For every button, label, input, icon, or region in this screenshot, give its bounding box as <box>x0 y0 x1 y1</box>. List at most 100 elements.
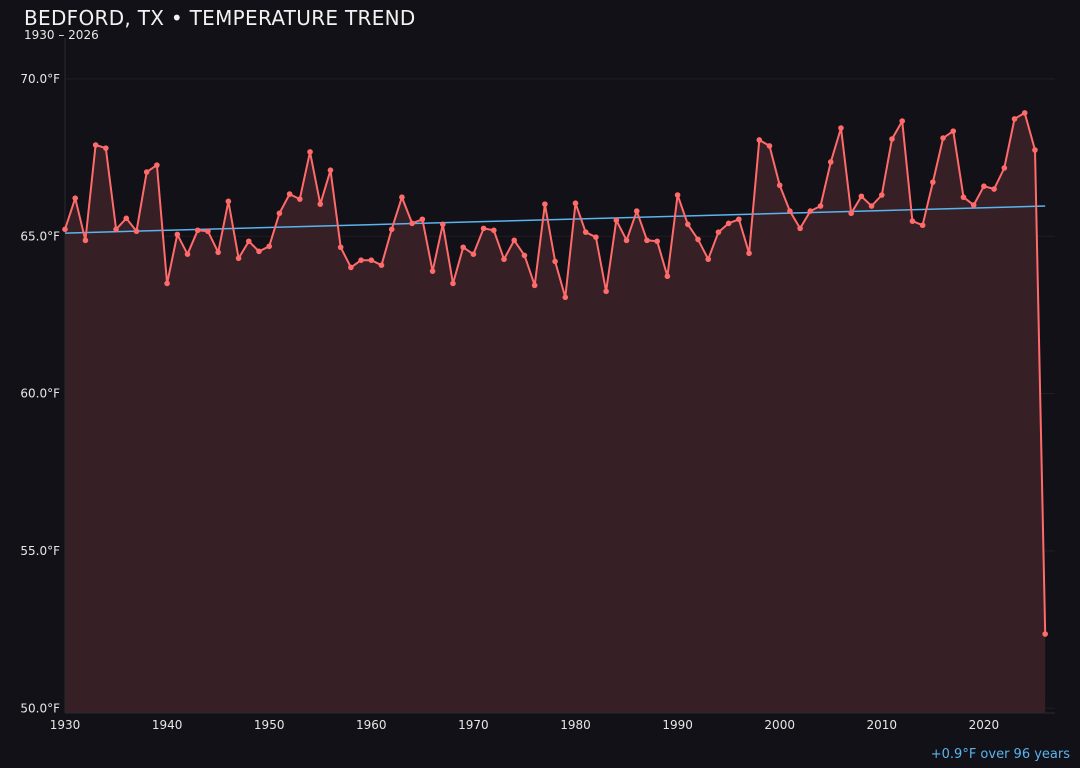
data-point <box>143 169 150 175</box>
data-point <box>695 236 701 243</box>
data-point <box>644 237 650 244</box>
y-axis-ticks: 50.0°F 55.0°F 60.0°F 65.0°F 70.0°F <box>20 72 60 715</box>
data-point <box>307 149 313 155</box>
data-point <box>848 210 854 217</box>
data-point <box>930 179 936 185</box>
x-tick-label: 1970 <box>458 718 489 732</box>
data-point <box>736 216 742 223</box>
data-point <box>501 256 507 263</box>
data-point <box>480 225 487 232</box>
y-tick-label: 70.0°F <box>20 72 60 86</box>
data-point <box>368 257 375 263</box>
data-point <box>194 227 201 234</box>
data-point <box>664 273 671 280</box>
data-point <box>317 201 324 207</box>
data-point <box>225 198 232 205</box>
data-point <box>623 237 630 244</box>
data-point <box>879 192 885 198</box>
data-point <box>970 202 977 208</box>
data-point <box>889 136 895 142</box>
data-point <box>164 280 170 287</box>
data-point <box>715 229 722 235</box>
data-point <box>1042 631 1048 637</box>
data-point <box>940 135 946 141</box>
data-point <box>123 215 130 222</box>
data-point <box>552 258 558 265</box>
data-point <box>868 203 875 209</box>
x-tick-label: 1930 <box>50 718 81 732</box>
data-point <box>633 208 640 214</box>
data-point <box>82 237 89 244</box>
data-point <box>460 244 466 251</box>
chart-title: BEDFORD, TX • TEMPERATURE TREND <box>24 6 416 30</box>
data-point <box>654 238 660 245</box>
data-point <box>919 222 926 229</box>
data-point <box>103 145 109 151</box>
x-tick-label: 1940 <box>152 718 183 732</box>
data-point <box>297 196 303 202</box>
data-point <box>133 228 140 235</box>
data-point <box>817 203 824 209</box>
data-point <box>521 252 528 259</box>
data-point <box>776 182 783 189</box>
data-point <box>827 159 834 165</box>
data-point <box>470 251 477 257</box>
data-point <box>603 288 609 295</box>
data-point <box>797 225 803 232</box>
data-point <box>276 210 283 217</box>
data-point <box>62 226 68 233</box>
y-tick-label: 60.0°F <box>20 387 60 401</box>
data-point <box>572 200 579 207</box>
data-point <box>838 125 844 131</box>
data-point <box>991 186 997 192</box>
data-point <box>235 255 242 262</box>
data-point <box>746 250 752 257</box>
x-tick-label: 2020 <box>969 718 1000 732</box>
data-point <box>266 243 273 250</box>
y-tick-label: 50.0°F <box>20 701 60 715</box>
data-point <box>358 257 364 263</box>
data-point <box>327 167 334 173</box>
data-point <box>337 244 344 251</box>
data-point <box>613 217 620 224</box>
data-point <box>113 226 119 233</box>
data-point <box>450 280 456 287</box>
data-point <box>1011 116 1018 122</box>
x-tick-label: 1960 <box>356 718 387 732</box>
x-tick-label: 1980 <box>560 718 591 732</box>
data-point <box>705 256 712 263</box>
data-point <box>378 262 385 269</box>
data-point <box>725 220 732 227</box>
y-tick-label: 55.0°F <box>20 544 60 558</box>
x-tick-label: 1950 <box>254 718 285 732</box>
data-point <box>981 183 987 190</box>
data-point <box>1001 165 1008 171</box>
chart-subtitle: 1930 – 2026 <box>24 28 99 42</box>
data-point <box>766 143 773 149</box>
axes <box>64 38 1055 714</box>
y-tick-label: 65.0°F <box>20 229 60 243</box>
data-point <box>286 191 293 197</box>
data-point <box>582 229 589 235</box>
data-point <box>348 264 354 271</box>
data-point <box>92 142 99 148</box>
trend-note: +0.9°F over 96 years <box>930 747 1070 762</box>
data-point <box>756 137 763 143</box>
data-point <box>950 128 957 134</box>
data-point <box>807 208 814 214</box>
data-points <box>62 110 1048 637</box>
data-point <box>531 282 538 289</box>
data-point <box>174 231 181 238</box>
data-point <box>593 234 599 240</box>
trend-line-group <box>64 205 1046 234</box>
data-point <box>562 294 569 301</box>
data-point <box>674 192 681 198</box>
area-fill <box>65 112 1046 713</box>
data-point <box>256 248 262 255</box>
data-point <box>429 268 436 274</box>
data-point <box>154 162 160 168</box>
data-point <box>439 221 446 228</box>
data-point <box>909 218 916 224</box>
x-tick-label: 2010 <box>867 718 898 732</box>
